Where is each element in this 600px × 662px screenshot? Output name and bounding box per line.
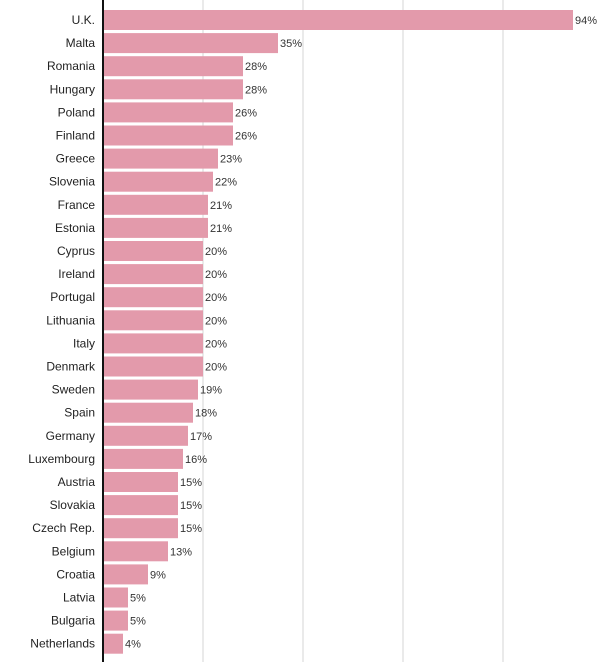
value-label: 18% bbox=[195, 408, 217, 420]
bar bbox=[103, 495, 178, 516]
category-label: Croatia bbox=[56, 567, 95, 581]
value-label: 15% bbox=[180, 477, 202, 489]
bar bbox=[103, 148, 218, 169]
bars bbox=[103, 10, 573, 654]
value-label: 20% bbox=[205, 315, 227, 327]
category-label: Netherlands bbox=[30, 637, 95, 651]
category-label: Ireland bbox=[58, 267, 95, 281]
category-label: France bbox=[58, 198, 96, 212]
value-label: 21% bbox=[210, 223, 232, 235]
value-label: 4% bbox=[125, 639, 141, 651]
bar bbox=[103, 402, 193, 423]
category-label: Estonia bbox=[55, 221, 95, 235]
bar bbox=[103, 194, 208, 215]
category-label: Slovenia bbox=[49, 175, 95, 189]
value-label: 23% bbox=[220, 154, 242, 166]
value-label: 21% bbox=[210, 200, 232, 212]
value-labels: 94% 35% 28% 28% 26% 26% 23% 22% 21% 21% 20% 20% 20% 2… bbox=[125, 15, 597, 651]
bar bbox=[103, 472, 178, 492]
gridlines bbox=[202, 0, 504, 662]
category-label: Italy bbox=[73, 336, 95, 350]
category-label: Portugal bbox=[50, 290, 95, 304]
value-label: 15% bbox=[180, 500, 202, 512]
value-label: 5% bbox=[130, 593, 146, 605]
value-label: 5% bbox=[130, 616, 146, 628]
bar bbox=[103, 379, 198, 400]
value-label: 20% bbox=[205, 362, 227, 374]
category-label: Luxembourg bbox=[28, 452, 95, 466]
bar bbox=[103, 264, 203, 285]
value-label: 17% bbox=[190, 431, 212, 443]
bar bbox=[103, 287, 203, 308]
bar bbox=[103, 610, 128, 631]
category-label: Denmark bbox=[46, 360, 96, 374]
category-label: Latvia bbox=[63, 591, 95, 605]
bar bbox=[103, 171, 213, 192]
bar bbox=[103, 79, 243, 100]
value-label: 28% bbox=[245, 61, 267, 73]
bar bbox=[103, 356, 203, 377]
bar bbox=[103, 541, 168, 562]
bar bbox=[103, 125, 233, 146]
bar bbox=[103, 633, 123, 654]
bar bbox=[103, 33, 278, 54]
value-label: 16% bbox=[185, 454, 207, 466]
category-label: Romania bbox=[47, 59, 95, 73]
value-label: 94% bbox=[575, 15, 597, 27]
bar bbox=[103, 10, 573, 30]
category-label: Germany bbox=[46, 429, 95, 443]
value-label: 35% bbox=[280, 38, 302, 50]
value-label: 26% bbox=[235, 107, 257, 119]
category-label: Finland bbox=[56, 129, 95, 143]
category-label: Sweden bbox=[52, 383, 95, 397]
bar bbox=[103, 425, 188, 446]
value-label: 9% bbox=[150, 569, 166, 581]
bar bbox=[103, 102, 233, 123]
bar bbox=[103, 333, 203, 354]
category-label: Greece bbox=[56, 152, 96, 166]
category-label: Hungary bbox=[50, 82, 95, 96]
bar bbox=[103, 217, 208, 238]
category-label: Belgium bbox=[52, 544, 95, 558]
bar bbox=[103, 448, 183, 469]
bar bbox=[103, 587, 128, 608]
value-label: 19% bbox=[200, 385, 222, 397]
value-label: 20% bbox=[205, 269, 227, 281]
value-label: 15% bbox=[180, 523, 202, 535]
bar bbox=[103, 518, 178, 539]
category-label: Austria bbox=[58, 475, 96, 489]
value-label: 20% bbox=[205, 338, 227, 350]
category-label: Czech Rep. bbox=[32, 521, 95, 535]
value-label: 20% bbox=[205, 292, 227, 304]
value-label: 28% bbox=[245, 84, 267, 96]
value-label: 22% bbox=[215, 177, 237, 189]
bar bbox=[103, 310, 203, 331]
category-label: Spain bbox=[64, 406, 95, 420]
category-label: Slovakia bbox=[50, 498, 96, 512]
category-label: U.K. bbox=[72, 13, 95, 27]
value-label: 13% bbox=[170, 546, 192, 558]
value-label: 20% bbox=[205, 246, 227, 258]
category-label: Poland bbox=[58, 105, 95, 119]
category-label: Lithuania bbox=[46, 313, 95, 327]
category-label: Cyprus bbox=[57, 244, 95, 258]
category-label: Bulgaria bbox=[51, 614, 95, 628]
category-label: Malta bbox=[66, 36, 96, 50]
bar bbox=[103, 56, 243, 77]
value-label: 26% bbox=[235, 131, 257, 143]
bar bbox=[103, 241, 203, 261]
bar bbox=[103, 564, 148, 585]
category-labels: U.K. Malta Romania Hungary Poland Finland Gree… bbox=[28, 13, 96, 651]
